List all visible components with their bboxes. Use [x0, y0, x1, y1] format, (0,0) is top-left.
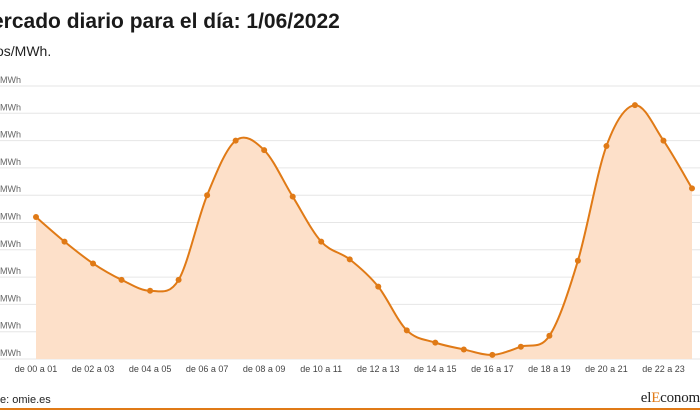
y-tick-label: MWh — [0, 348, 21, 358]
data-point — [603, 143, 610, 150]
x-tick-label: de 00 a 01 — [15, 364, 58, 374]
chart-title: ercado diario para el día: 1/06/2022 — [0, 10, 340, 33]
x-tick-label: de 22 a 23 — [642, 364, 685, 374]
y-tick-label: MWh — [0, 184, 21, 194]
data-point — [118, 276, 125, 283]
logo-rest: conom — [660, 390, 700, 406]
data-point — [261, 147, 268, 154]
data-points — [33, 102, 695, 358]
data-point — [489, 351, 496, 358]
data-point — [289, 193, 296, 200]
data-point — [90, 260, 97, 267]
x-tick-label: de 10 a 11 — [300, 364, 342, 374]
logo-accent: E — [651, 390, 661, 406]
y-tick-label: MWh — [0, 239, 21, 249]
data-point — [147, 287, 154, 294]
data-point — [33, 214, 39, 221]
x-tick-label: de 18 a 19 — [528, 364, 571, 374]
brand-logo: elEconom — [641, 390, 700, 407]
data-point — [61, 238, 68, 245]
x-tick-label: de 12 a 13 — [357, 364, 400, 374]
data-point — [432, 339, 439, 346]
y-tick-label: MWh — [0, 212, 21, 222]
x-axis-ticks: de 00 a 01 de 02 a 03 de 04 a 05 de 06 a 07… — [15, 364, 685, 374]
data-point — [346, 256, 353, 263]
data-point — [318, 238, 325, 245]
logo-prefix: el — [640, 390, 652, 406]
data-point — [460, 346, 467, 353]
data-point — [232, 137, 239, 144]
data-point — [546, 332, 553, 339]
y-tick-label: MWh — [0, 293, 21, 303]
x-tick-label: de 06 a 07 — [186, 364, 229, 374]
y-tick-label: MWh — [0, 157, 21, 167]
data-point — [175, 276, 182, 283]
price-chart: MWh MWh MWh MWh MWh MWh MWh MWh MWh MWh MWh de 00 … — [0, 75, 700, 374]
chart-subtitle: os/MWh. — [0, 43, 52, 59]
data-point — [517, 343, 524, 350]
data-point — [574, 257, 581, 264]
x-tick-label: de 02 a 03 — [72, 364, 115, 374]
price-area — [36, 105, 692, 360]
y-tick-label: MWh — [0, 75, 21, 85]
data-point — [403, 327, 410, 334]
x-tick-label: de 04 a 05 — [129, 364, 172, 374]
x-tick-label: de 14 a 15 — [414, 364, 457, 374]
data-point — [660, 137, 667, 144]
y-tick-label: MWh — [0, 321, 21, 331]
y-tick-label: MWh — [0, 266, 21, 276]
y-tick-label: MWh — [0, 102, 21, 112]
x-tick-label: de 08 a 09 — [243, 364, 286, 374]
source-note: e: omie.es — [0, 394, 51, 406]
data-point — [375, 283, 382, 290]
x-tick-label: de 20 a 21 — [585, 364, 628, 374]
data-point — [689, 185, 695, 192]
data-point — [204, 192, 211, 199]
bottom-accent-rule — [0, 408, 700, 410]
x-tick-label: de 16 a 17 — [471, 364, 514, 374]
data-point — [631, 102, 638, 109]
y-tick-label: MWh — [0, 130, 21, 140]
y-axis-ticks: MWh MWh MWh MWh MWh MWh MWh MWh MWh MWh MWh — [0, 75, 21, 358]
